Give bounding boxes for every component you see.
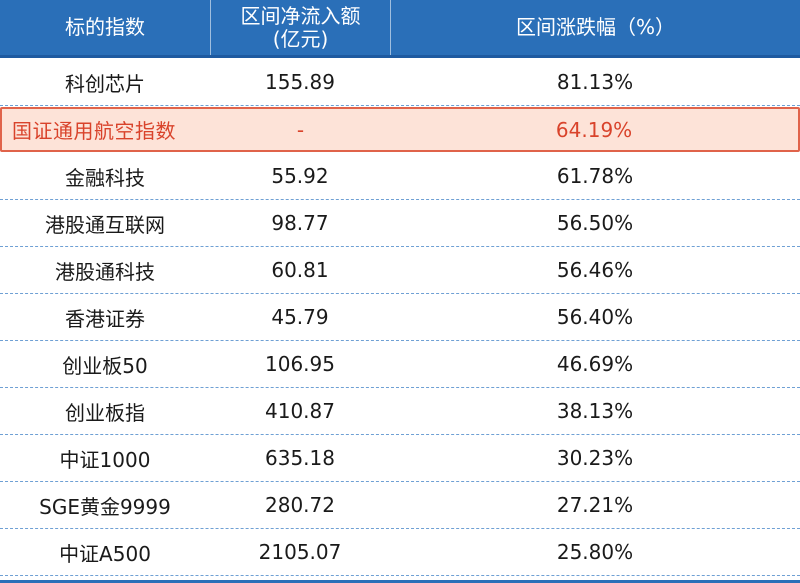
- net-inflow-cell: 2105.07: [258, 540, 342, 564]
- net-inflow-cell: 280.72: [265, 493, 335, 517]
- index-name-cell: 港股通互联网: [45, 212, 165, 237]
- table-row: 港股通互联网 98.77 56.50%: [0, 200, 800, 247]
- change-pct-cell: 56.46%: [556, 258, 634, 282]
- header-net-inflow: 区间净流入额 (亿元): [210, 0, 390, 55]
- table-header: 标的指数 区间净流入额 (亿元) 区间涨跌幅（%）: [0, 0, 800, 58]
- table-row: 中证A500 2105.07 25.80%: [0, 529, 800, 576]
- index-name-cell: 中证A500: [59, 541, 151, 566]
- index-name-cell: 中证1000: [59, 447, 151, 472]
- index-name-cell: 国证通用航空指数: [12, 119, 176, 143]
- index-name-cell: 港股通科技: [55, 259, 155, 284]
- table-row: 港股通科技 60.81 56.46%: [0, 247, 800, 294]
- table-row: 香港证券 45.79 56.40%: [0, 294, 800, 341]
- table-row: 创业板指 410.87 38.13%: [0, 388, 800, 435]
- change-pct-cell: 25.80%: [556, 540, 634, 564]
- net-inflow-cell: 55.92: [271, 164, 329, 188]
- change-pct-cell: 56.50%: [556, 211, 634, 235]
- net-inflow-cell: 45.79: [271, 305, 329, 329]
- index-name-cell: 金融科技: [65, 165, 145, 190]
- net-inflow-cell: 155.89: [265, 70, 335, 94]
- table-row: SGE黄金9999 280.72 27.21%: [0, 482, 800, 529]
- table-row: 创业板50 106.95 46.69%: [0, 341, 800, 388]
- index-name-cell: SGE黄金9999: [39, 494, 171, 519]
- table-row: 科创芯片 155.89 81.13%: [0, 59, 800, 106]
- table-row: 中证1000 635.18 30.23%: [0, 435, 800, 482]
- net-inflow-cell: -: [296, 117, 305, 142]
- header-index-name: 标的指数: [65, 15, 145, 39]
- table-bottom-border: [0, 580, 800, 583]
- change-pct-cell: 81.13%: [556, 70, 634, 94]
- net-inflow-cell: 106.95: [265, 352, 335, 376]
- index-name-cell: 科创芯片: [65, 71, 145, 96]
- table-row-highlighted: 国证通用航空指数 - 64.19%: [0, 107, 800, 152]
- change-pct-cell: 38.13%: [556, 399, 634, 423]
- net-inflow-cell: 98.77: [271, 211, 329, 235]
- net-inflow-cell: 60.81: [271, 258, 329, 282]
- change-pct-cell: 46.69%: [556, 352, 634, 376]
- change-pct-cell: 27.21%: [556, 493, 634, 517]
- header-change-pct: 区间涨跌幅（%）: [390, 0, 800, 55]
- change-pct-cell: 64.19%: [555, 117, 633, 142]
- table-row: 金融科技 55.92 61.78%: [0, 153, 800, 200]
- change-pct-cell: 30.23%: [556, 446, 634, 470]
- net-inflow-cell: 635.18: [265, 446, 335, 470]
- net-inflow-cell: 410.87: [265, 399, 335, 423]
- index-name-cell: 创业板50: [62, 353, 148, 378]
- change-pct-cell: 56.40%: [556, 305, 634, 329]
- index-name-cell: 创业板指: [65, 400, 145, 425]
- change-pct-cell: 61.78%: [556, 164, 634, 188]
- index-name-cell: 香港证券: [65, 306, 145, 331]
